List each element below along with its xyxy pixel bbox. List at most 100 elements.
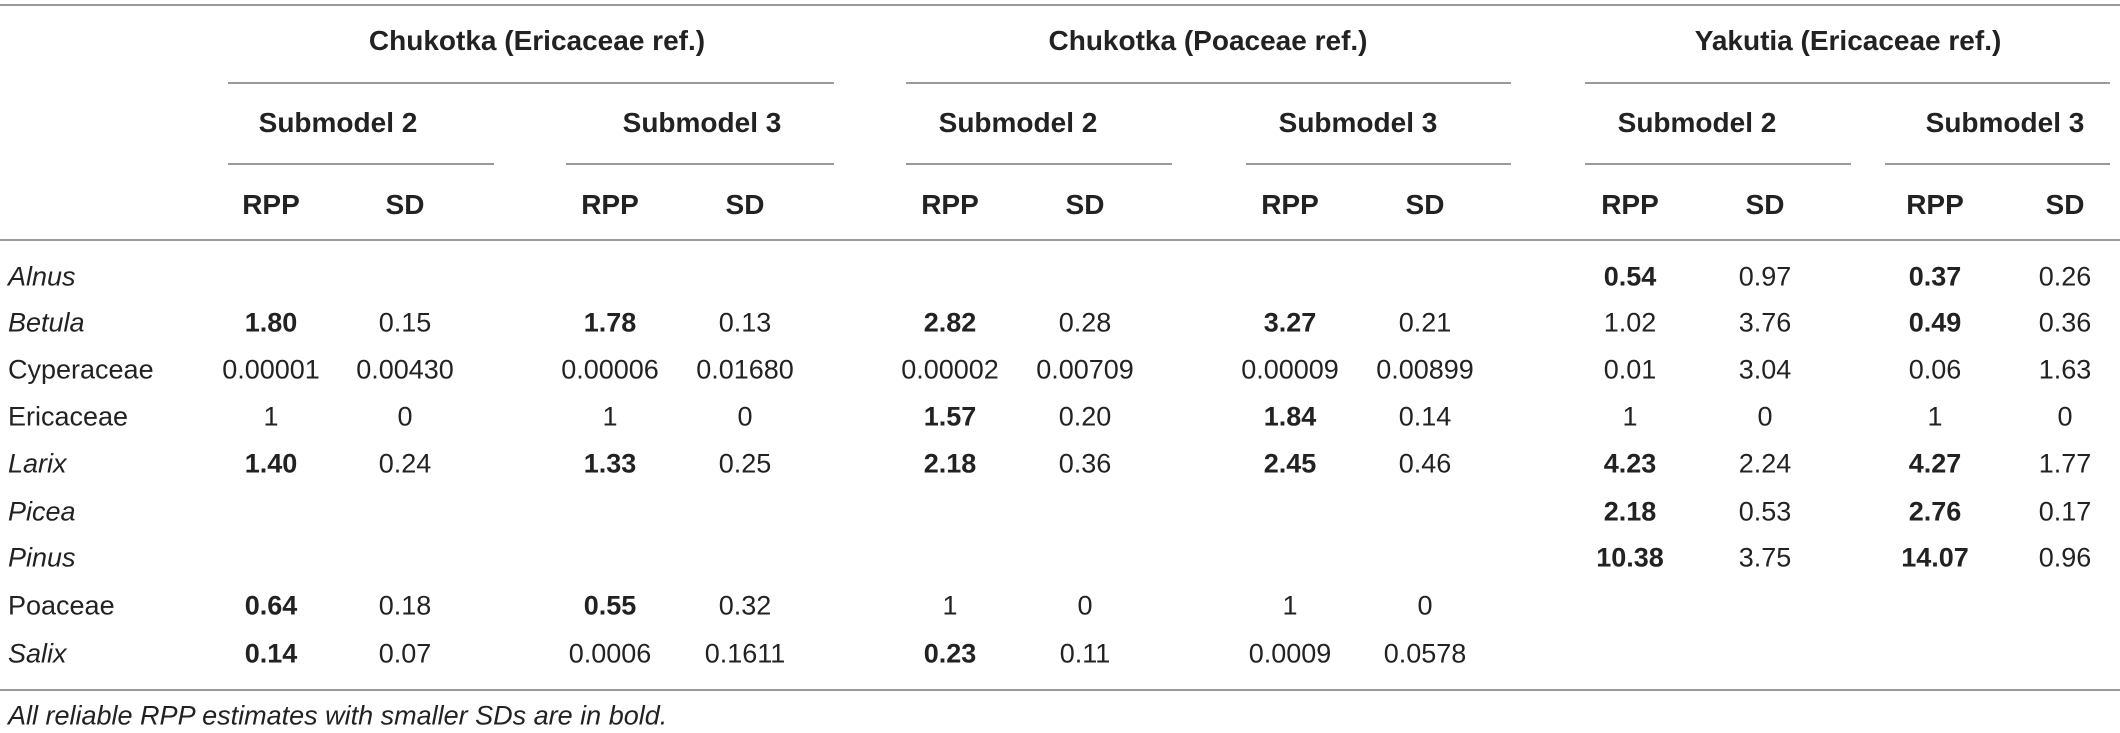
table-cell: 0	[1077, 590, 1093, 621]
table-cell: 0.32	[718, 590, 772, 621]
table-cell: 1.57	[923, 401, 977, 432]
table-cell: 0.06	[1908, 354, 1962, 385]
table-cell: 2.24	[1738, 448, 1792, 479]
taxon-label: Ericaceae	[8, 401, 129, 432]
table-cell: 0	[1417, 590, 1433, 621]
submodel-header-rule	[906, 163, 1172, 165]
group-header-rule	[1585, 82, 2110, 84]
table-header-bottom-rule	[0, 239, 2120, 241]
table-cell: 0.18	[378, 590, 432, 621]
table-cell: 0.54	[1603, 261, 1657, 292]
table-cell: 2.45	[1263, 448, 1317, 479]
table-cell: 10.38	[1596, 542, 1664, 573]
table-cell: 1	[263, 401, 279, 432]
column-header-rpp: RPP	[242, 189, 300, 220]
column-header-sd: SD	[385, 189, 425, 220]
group-header-rule	[906, 82, 1511, 84]
table-cell: 0	[737, 401, 753, 432]
table-footnote: All reliable RPP estimates with smaller …	[8, 700, 668, 731]
table-cell: 1.77	[2038, 448, 2092, 479]
table-cell: 0.49	[1908, 307, 1962, 338]
table-cell: 0	[2057, 401, 2073, 432]
table-cell: 0.25	[718, 448, 772, 479]
table-cell: 1	[1622, 401, 1638, 432]
submodel-header: Submodel 3	[1925, 107, 2085, 138]
group-header-rule	[228, 82, 834, 84]
table-cell: 0.15	[378, 307, 432, 338]
table-cell: 1	[1282, 590, 1298, 621]
table-cell: 0.0578	[1383, 638, 1467, 669]
table-cell: 0.00009	[1241, 354, 1339, 385]
submodel-header-rule	[1585, 163, 1851, 165]
table-cell: 14.07	[1901, 542, 1969, 573]
table-cell: 0	[397, 401, 413, 432]
submodel-header: Submodel 2	[938, 107, 1098, 138]
table-cell: 0.20	[1058, 401, 1112, 432]
submodel-header: Submodel 3	[1278, 107, 1438, 138]
table-cell: 0.0009	[1248, 638, 1332, 669]
table-cell: 0.36	[2038, 307, 2092, 338]
table-cell: 0.37	[1908, 261, 1962, 292]
table-cell: 0.00899	[1376, 354, 1474, 385]
submodel-header-rule	[566, 163, 834, 165]
taxon-label: Larix	[8, 448, 67, 479]
table-cell: 0.96	[2038, 542, 2092, 573]
table-cell: 0.00006	[561, 354, 659, 385]
table-cell: 0.01	[1603, 354, 1657, 385]
taxon-label: Salix	[8, 638, 67, 669]
column-header-sd: SD	[1745, 189, 1785, 220]
table-cell: 1	[942, 590, 958, 621]
taxon-label: Picea	[8, 496, 76, 527]
submodel-header-rule	[1885, 163, 2110, 165]
group-header: Chukotka (Poaceae ref.)	[1048, 25, 1368, 56]
column-header-sd: SD	[1065, 189, 1105, 220]
table-cell: 1.02	[1603, 307, 1657, 338]
table-bottom-rule	[0, 689, 2120, 691]
table-cell: 0.14	[244, 638, 298, 669]
table-cell: 0.53	[1738, 496, 1792, 527]
table-cell: 2.76	[1908, 496, 1962, 527]
table-cell: 1.40	[244, 448, 298, 479]
table-cell: 0.21	[1398, 307, 1452, 338]
table-cell: 2.18	[923, 448, 977, 479]
table-cell: 4.27	[1908, 448, 1962, 479]
table-cell: 0.46	[1398, 448, 1452, 479]
table-cell: 0.00001	[222, 354, 320, 385]
table-cell: 0.01680	[696, 354, 794, 385]
taxon-label: Pinus	[8, 542, 76, 573]
column-header-rpp: RPP	[581, 189, 639, 220]
table-cell: 0.26	[2038, 261, 2092, 292]
table-cell: 0.28	[1058, 307, 1112, 338]
table-cell: 3.04	[1738, 354, 1792, 385]
taxon-label: Poaceae	[8, 590, 115, 621]
table-cell: 0.97	[1738, 261, 1792, 292]
table-cell: 0.64	[244, 590, 298, 621]
table-cell: 0.55	[583, 590, 637, 621]
table-cell: 0.11	[1059, 638, 1111, 669]
column-header-rpp: RPP	[1906, 189, 1964, 220]
table-cell: 0.1611	[704, 638, 786, 669]
submodel-header: Submodel 2	[1617, 107, 1777, 138]
table-cell: 3.76	[1738, 307, 1792, 338]
table-cell: 1	[1927, 401, 1943, 432]
table-cell: 0	[1757, 401, 1773, 432]
table-cell: 0.17	[2038, 496, 2092, 527]
table-cell: 2.82	[923, 307, 977, 338]
taxon-label: Alnus	[8, 261, 76, 292]
column-header-rpp: RPP	[1261, 189, 1319, 220]
table-cell: 1.33	[583, 448, 637, 479]
submodel-header-rule	[228, 163, 494, 165]
table-cell: 3.75	[1738, 542, 1792, 573]
table-top-rule	[0, 4, 2120, 6]
table-cell: 0.00430	[356, 354, 454, 385]
column-header-rpp: RPP	[921, 189, 979, 220]
table-cell: 0.0006	[568, 638, 652, 669]
group-header: Yakutia (Ericaceae ref.)	[1694, 25, 2002, 56]
table-cell: 2.18	[1603, 496, 1657, 527]
table-cell: 3.27	[1263, 307, 1317, 338]
table-cell: 0.23	[923, 638, 977, 669]
submodel-header-rule	[1246, 163, 1511, 165]
column-header-sd: SD	[1405, 189, 1445, 220]
table-cell: 0.36	[1058, 448, 1112, 479]
